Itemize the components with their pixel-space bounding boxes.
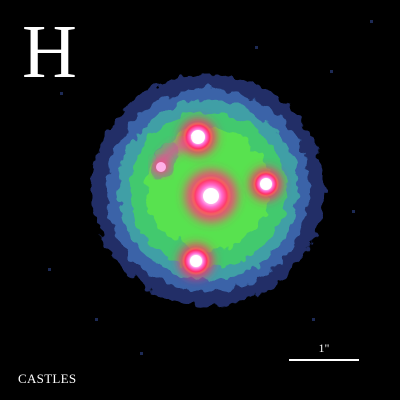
quasar-image-c: [179, 244, 213, 278]
noise-speckles: [48, 20, 373, 355]
filter-band-label: H: [22, 10, 77, 94]
scale-bar-group: 1": [289, 341, 359, 365]
arc-segment: [153, 138, 190, 175]
lens-galaxy-core: [185, 170, 237, 222]
quasar-image-a: [180, 119, 216, 155]
scale-bar-label: 1": [318, 341, 330, 355]
quasar-image-b: [250, 168, 282, 200]
credit-label: CASTLES: [18, 371, 77, 386]
scale-bar: [289, 359, 359, 361]
